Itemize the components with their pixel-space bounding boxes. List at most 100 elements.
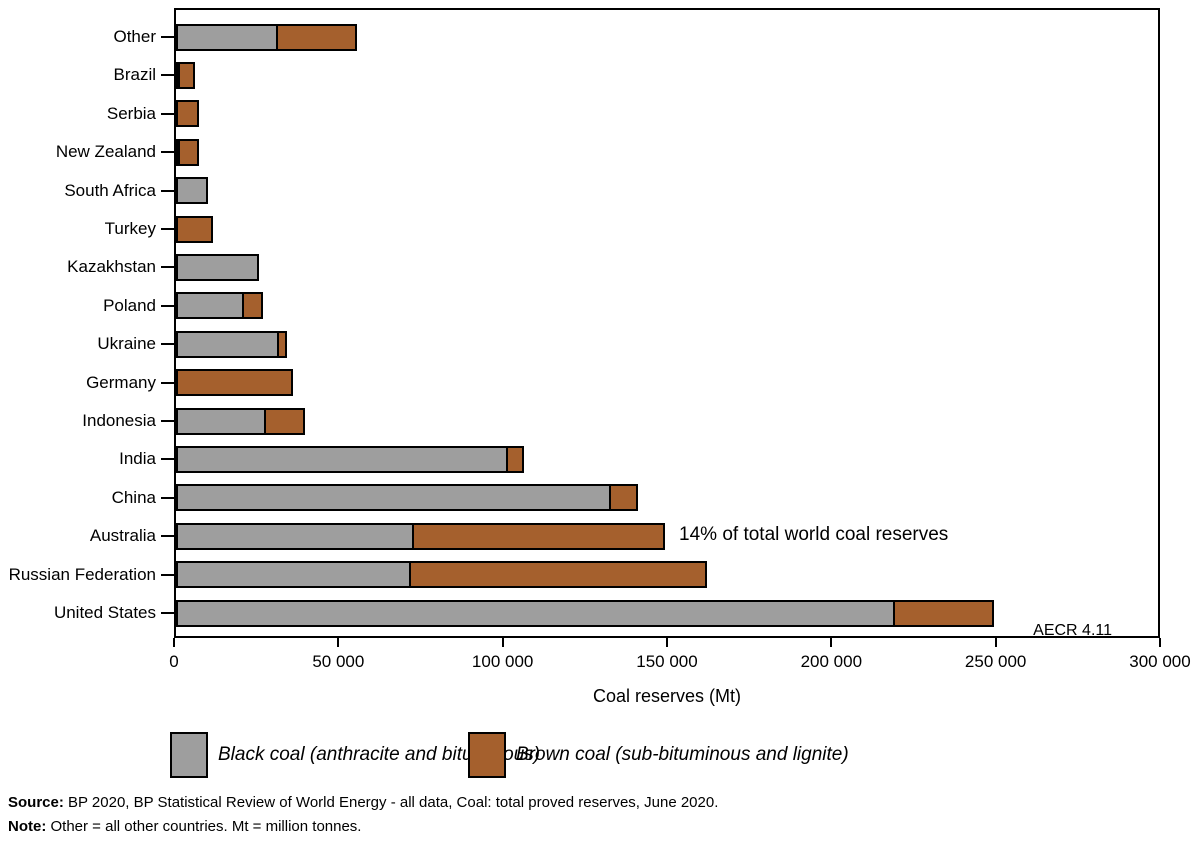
y-tick-mark — [161, 612, 174, 614]
y-axis-label-ukraine: Ukraine — [97, 334, 156, 354]
y-tick-mark — [161, 266, 174, 269]
note-label: Note: — [8, 818, 47, 835]
source-text: BP 2020, BP Statistical Review of World … — [63, 794, 719, 811]
x-tick-mark — [173, 638, 175, 647]
bar-segment-australia — [412, 522, 666, 550]
bar-row-serbia — [176, 100, 200, 128]
note-text: Other = all other countries. Mt = millio… — [46, 818, 362, 835]
y-axis-label-united-states: United States — [53, 603, 156, 622]
x-tick-mark — [1159, 638, 1161, 647]
x-tick-label: 200 000 — [800, 652, 863, 671]
y-axis-label-south-africa: South Africa — [64, 180, 156, 200]
bar-segment-brazil — [178, 61, 196, 89]
x-tick-mark — [994, 638, 997, 647]
y-axis-label-indonesia: Indonesia — [82, 411, 156, 430]
y-axis-label-kazakhstan: Kazakhstan — [67, 257, 156, 277]
bar-row-china — [176, 484, 638, 512]
bar-row-poland — [176, 292, 263, 320]
bar-segment-china — [176, 484, 612, 512]
bar-row-kazakhstan — [176, 253, 260, 281]
bar-row-australia — [176, 522, 666, 550]
legend-label-brown-coal: Brown coal (sub-bituminous and lignite) — [516, 744, 849, 765]
x-tick-label: 300 000 — [1129, 652, 1191, 671]
y-axis-label-australia: Australia — [89, 526, 156, 546]
bar-segment-russian-federation — [409, 561, 708, 589]
footnote: Note: Other = all other countries. Mt = … — [8, 818, 361, 835]
legend-swatch-brown-coal — [468, 732, 506, 778]
bar-segment-other — [275, 23, 358, 51]
y-tick-mark — [161, 343, 174, 346]
bar-row-russian-federation — [176, 561, 708, 589]
bar-segment-ukraine — [276, 330, 288, 358]
bar-segment-serbia — [176, 100, 200, 128]
y-tick-mark — [161, 458, 174, 461]
bar-segment-indonesia — [176, 407, 267, 435]
bar-segment-china — [609, 484, 638, 512]
x-tick-label: 0 — [169, 652, 179, 671]
plot-area: AECR 4.11 — [174, 8, 1160, 639]
bar-segment-india — [176, 445, 508, 473]
y-tick-mark — [161, 112, 174, 115]
annotation-world-share: 14% of total world coal reserves — [679, 524, 949, 546]
bar-segment-germany — [176, 369, 294, 397]
x-tick-mark — [666, 638, 668, 647]
y-tick-mark — [161, 189, 174, 192]
bar-row-turkey — [176, 215, 213, 243]
bar-row-india — [176, 445, 525, 473]
y-tick-mark — [161, 573, 174, 576]
x-tick-mark — [337, 638, 340, 647]
y-tick-mark — [161, 36, 174, 38]
y-axis-label-russian-federation: Russian Federation — [8, 564, 156, 584]
y-tick-mark — [161, 151, 174, 154]
y-axis-label-india: India — [119, 449, 156, 469]
y-axis-label-other: Other — [113, 27, 156, 46]
bar-row-indonesia — [176, 407, 306, 435]
source-label: Source: — [8, 794, 64, 811]
x-tick-label: 50 000 — [312, 652, 365, 671]
x-tick-mark — [501, 638, 504, 647]
y-axis-label-brazil: Brazil — [113, 65, 156, 85]
y-tick-mark — [161, 304, 174, 307]
y-tick-mark — [161, 535, 174, 538]
y-tick-mark — [161, 496, 174, 499]
y-tick-mark — [161, 381, 174, 384]
legend-label-black-coal: Black coal (anthracite and bituminous) — [218, 744, 541, 765]
bar-row-south-africa — [176, 177, 208, 205]
source-note: Source: BP 2020, BP Statistical Review o… — [8, 794, 718, 811]
bar-segment-south-africa — [176, 177, 208, 205]
bar-segment-poland — [176, 292, 245, 320]
bar-segment-poland — [242, 292, 263, 320]
y-axis-label-new-zealand: New Zealand — [55, 142, 156, 162]
x-tick-label: 100 000 — [471, 652, 534, 671]
bar-segment-australia — [176, 522, 415, 550]
y-axis-label-china: China — [111, 487, 156, 507]
x-tick-mark — [830, 638, 833, 647]
bar-row-united-states — [176, 599, 994, 627]
bar-segment-india — [505, 445, 525, 473]
y-axis-label-germany: Germany — [86, 372, 156, 392]
bar-segment-other — [176, 23, 278, 51]
x-tick-label: 150 000 — [636, 652, 698, 671]
figure-reference-label: AECR 4.11 — [1033, 622, 1112, 639]
x-tick-label: 250 000 — [964, 652, 1027, 671]
y-axis-label-serbia: Serbia — [106, 103, 156, 123]
bar-segment-ukraine — [176, 330, 279, 358]
bar-row-other — [176, 23, 358, 51]
y-axis-label-turkey: Turkey — [104, 219, 156, 238]
bar-segment-turkey — [176, 215, 213, 243]
y-tick-mark — [161, 228, 174, 230]
bar-segment-united-states — [176, 599, 896, 627]
y-tick-mark — [161, 74, 174, 77]
bar-row-germany — [176, 369, 294, 397]
y-tick-mark — [161, 420, 174, 422]
legend-swatch-black-coal — [170, 732, 208, 778]
bar-row-ukraine — [176, 330, 288, 358]
bar-segment-new-zealand — [178, 138, 200, 166]
x-axis-title: Coal reserves (Mt) — [592, 686, 742, 706]
bar-segment-indonesia — [264, 407, 306, 435]
bar-segment-kazakhstan — [176, 253, 260, 281]
bar-segment-russian-federation — [176, 561, 412, 589]
bar-row-brazil — [176, 61, 196, 89]
y-axis-label-poland: Poland — [103, 295, 156, 315]
